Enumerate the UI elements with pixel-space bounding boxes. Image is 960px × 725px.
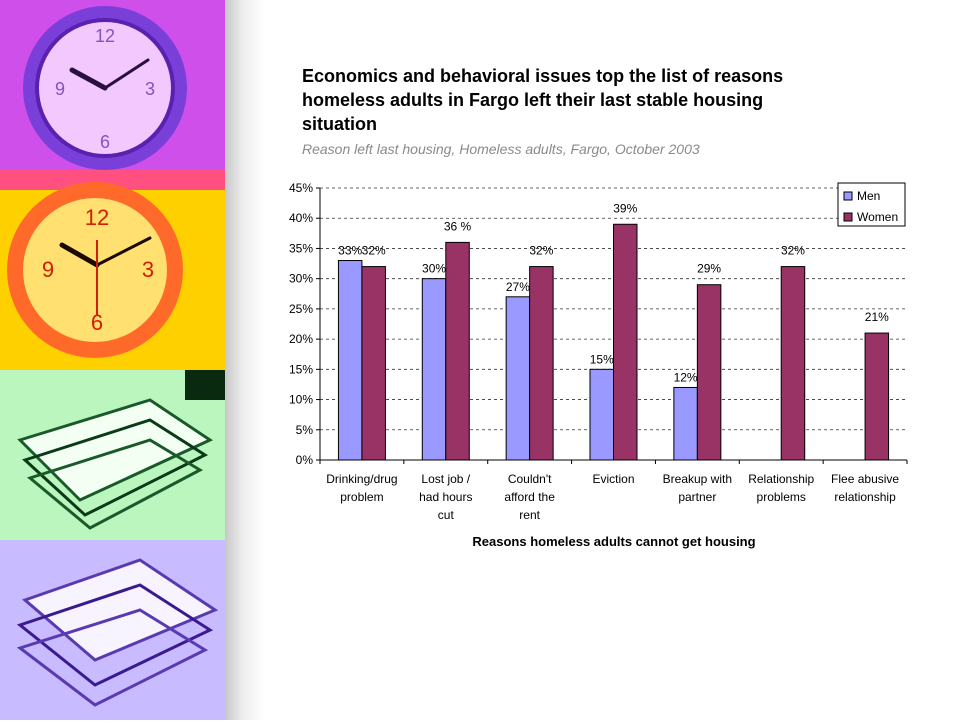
x-category-label: Eviction [592,472,634,486]
x-category-label-line: Lost job / [421,472,470,486]
bar-women-0 [361,266,386,461]
bar-women-1 [445,241,470,461]
data-label: 33% [338,244,362,258]
x-category-label-line: problem [340,490,383,504]
y-tick-label: 5% [296,423,314,437]
x-category-label-line: Eviction [592,472,634,486]
data-label: 21% [865,310,889,324]
legend-swatch [843,212,853,222]
bar-men-0 [337,260,363,461]
data-label: 27% [506,280,530,294]
orange-clock-image: 12 3 6 9 [0,170,225,370]
y-tick-label: 10% [289,393,313,407]
x-axis: Drinking/drug problem Lost job / had hours c… [319,459,908,522]
y-tick-label: 0% [296,453,314,467]
title-line-1: Economics and behavioral issues top the … [302,66,784,86]
title-line-2: homeless adults in Fargo left their last… [302,90,764,110]
x-category-label-line: relationship [834,490,896,504]
green-papers-image [0,370,225,540]
svg-text:6: 6 [91,310,103,335]
x-category-label-line: afford the [504,490,555,504]
y-tick-label: 35% [289,241,313,255]
data-label: 36 % [444,219,472,233]
legend: Men Women [837,182,906,227]
bar-women-5 [780,266,806,461]
data-label: 39% [613,201,637,215]
bar-women-2 [529,266,554,461]
x-category-label-line: rent [519,508,540,522]
x-category-label-line: had hours [419,490,472,504]
x-category-label-line: Drinking/drug [326,472,397,486]
bar-women-6 [864,332,890,461]
x-category-label-line: Breakup with [663,472,732,486]
slide-title: Economics and behavioral issues top the … [302,64,902,136]
y-tick-label: 40% [289,211,313,225]
data-label: 15% [590,352,614,366]
bar-men-1 [421,278,447,461]
svg-text:9: 9 [42,257,54,282]
y-tick-label: 20% [289,332,313,346]
data-label: 32% [362,244,386,258]
x-category-label-line: Flee abusive [831,472,899,486]
svg-text:9: 9 [55,79,65,99]
purple-clock-image: 12 3 6 9 [0,0,225,190]
data-label: 29% [697,262,721,276]
x-category-label-line: Relationship [748,472,814,486]
svg-text:12: 12 [85,205,109,230]
x-category-label-line: Couldn't [508,472,552,486]
bar-chart: 0%5%10%15%20%25%30%35%40%45% 33% 32%30%36… [289,181,908,549]
x-category-label: Drinking/drug problem [326,472,397,504]
y-tick-label: 25% [289,302,313,316]
x-category-label: Couldn't afford the rent [504,472,555,522]
legend-label: Men [857,189,880,203]
svg-text:3: 3 [142,257,154,282]
title-line-3: situation [302,114,377,134]
x-category-label: Lost job / had hours cut [419,472,472,522]
bar-men-4 [673,386,698,461]
data-labels: 33% 32%30%36 %27%32%15%39%12%29%32%21% [338,201,889,384]
x-category-label: Relationship problems [748,472,814,504]
svg-text:3: 3 [145,79,155,99]
data-label: 32% [529,244,553,258]
y-tick-label: 45% [289,181,313,195]
bar-women-4 [696,284,722,461]
data-label: 30% [422,262,446,276]
data-label: 12% [674,370,698,384]
x-category-label: Flee abusive relationship [831,472,899,504]
y-tick-label: 30% [289,272,313,286]
x-category-label-line: cut [438,508,455,522]
slide-subtitle: Reason left last housing, Homeless adult… [302,141,700,157]
bar-men-3 [589,368,614,461]
bar-women-3 [613,223,638,461]
legend-label: Women [857,210,898,224]
y-tick-label: 15% [289,362,313,376]
x-category-label: Breakup with partner [663,472,732,504]
x-axis-title: Reasons homeless adults cannot get housi… [472,534,755,549]
x-category-label-line: partner [678,490,716,504]
y-axis: 0% 5% 10% 15% 20% 25% 30% 35% 40% 45% [289,181,321,467]
x-category-label-line: problems [757,490,806,504]
decorative-sidebar: 12 3 6 9 12 3 6 9 [0,0,225,720]
legend-swatch [843,191,853,201]
purple-papers-image [0,540,225,720]
bar-men-2 [505,296,531,461]
data-label: 32% [781,244,805,258]
svg-text:6: 6 [100,132,110,152]
svg-text:12: 12 [95,26,115,46]
sidebar-shadow [225,0,265,720]
